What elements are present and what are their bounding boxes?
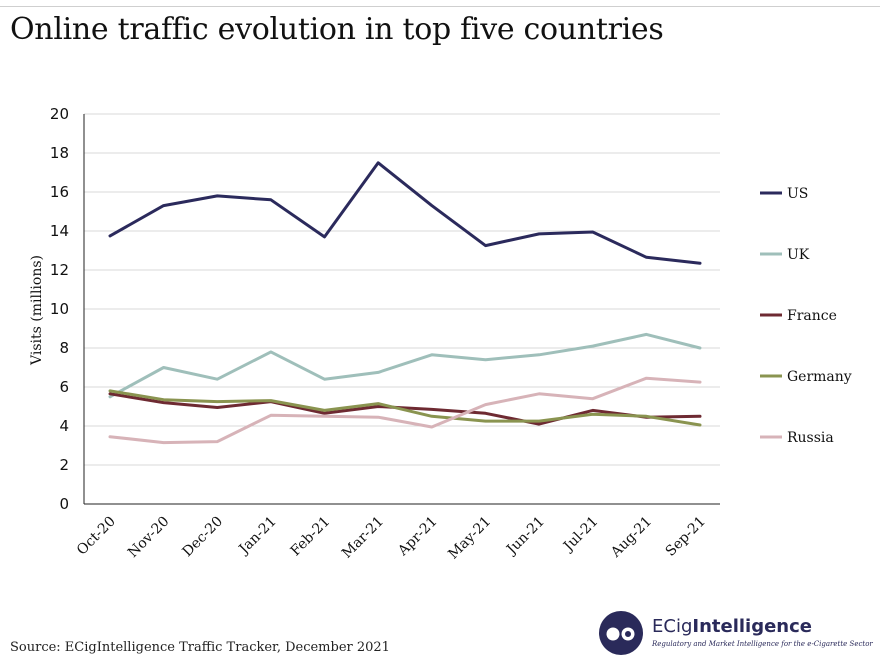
x-tick-label: Apr-21 [394, 514, 440, 560]
x-tick-label: Jan-21 [235, 514, 280, 559]
legend-label: France [787, 308, 837, 324]
x-tick-label: Mar-21 [339, 514, 387, 562]
y-tick-label: 8 [59, 339, 69, 357]
series-line-russia [108, 376, 702, 445]
series-line-us [108, 161, 702, 265]
x-tick-label: Aug-21 [607, 514, 655, 562]
legend-label: Russia [787, 430, 834, 446]
brand-logo-block: ECigIntelligence Regulatory and Market I… [598, 610, 878, 656]
brand-name-part2: Intelligence [692, 616, 812, 637]
y-tick-label: 20 [50, 105, 69, 123]
series-line-germany [108, 389, 702, 427]
legend-label: US [787, 186, 808, 202]
x-tick-label: Nov-20 [125, 514, 172, 561]
ecig-logo-icon [599, 611, 643, 655]
x-tick-label: Jun-21 [503, 514, 548, 559]
gridlines [84, 113, 720, 466]
y-tick-label: 0 [59, 495, 69, 513]
y-tick-label: 6 [59, 378, 69, 396]
legend: US UK France Germany Russia [760, 186, 852, 446]
y-tick-label: 14 [50, 222, 69, 240]
x-tick-label: Oct-20 [74, 514, 119, 559]
brand-name-part1: ECig [652, 616, 693, 637]
series-line-france [108, 392, 702, 426]
chart-title: Online traffic evolution in top five cou… [10, 12, 664, 47]
x-tick-label: Dec-20 [179, 514, 226, 561]
axes [83, 114, 720, 505]
y-tick-label: 10 [50, 300, 69, 318]
x-tick-label: Feb-21 [288, 514, 334, 560]
x-tick-label: Sep-21 [663, 514, 709, 560]
source-note: Source: ECigIntelligence Traffic Tracker… [10, 640, 390, 655]
brand-tagline: Regulatory and Market Intelligence for t… [652, 640, 873, 648]
x-tick-label: May-21 [445, 514, 494, 563]
series-line-uk [108, 332, 702, 399]
y-tick-label: 18 [50, 144, 69, 162]
series-lines [108, 161, 702, 445]
y-tick-label: 4 [59, 417, 69, 435]
brand-name: ECigIntelligence [652, 616, 812, 637]
line-chart: 0 2 4 6 8 10 12 14 16 18 20 Oct-20 Nov-20 Dec-20 Jan-… [29, 105, 852, 563]
y-axis-label: Visits (millions) [29, 255, 45, 366]
y-tick-label: 16 [50, 183, 69, 201]
x-axis-ticks: Oct-20 Nov-20 Dec-20 Jan-21 Feb-21 Mar-21 Apr-… [74, 514, 709, 563]
legend-label: Germany [787, 369, 852, 385]
y-tick-label: 12 [50, 261, 69, 279]
y-tick-label: 2 [59, 456, 69, 474]
top-rule [0, 6, 880, 7]
y-axis-ticks: 0 2 4 6 8 10 12 14 16 18 20 [50, 105, 69, 513]
legend-label: UK [787, 247, 810, 263]
x-tick-label: Jul-21 [559, 514, 601, 556]
